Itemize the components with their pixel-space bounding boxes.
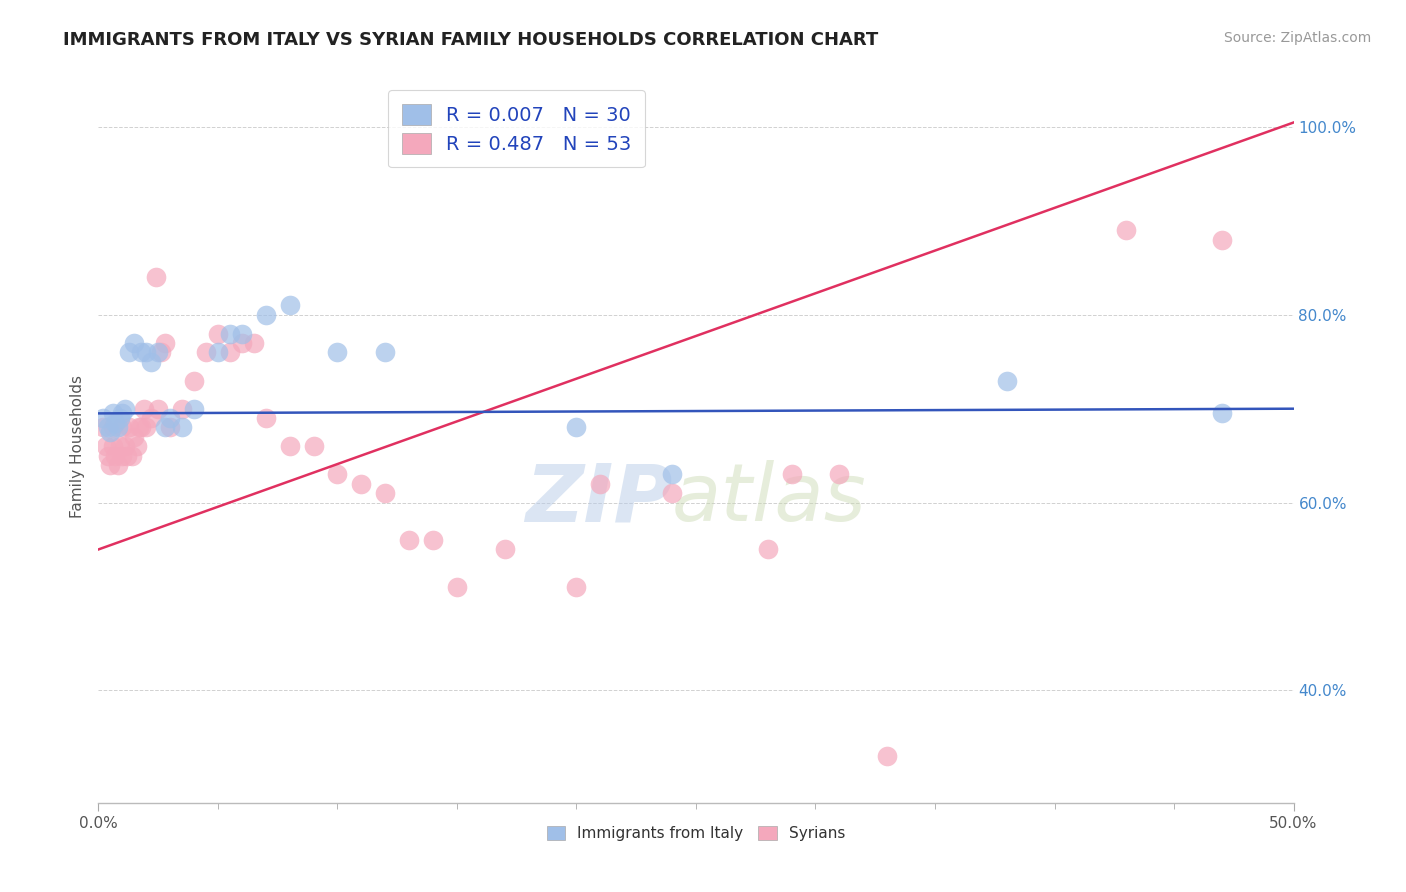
- Point: [446, 580, 468, 594]
- Point: [565, 580, 588, 594]
- Point: [326, 345, 349, 359]
- Point: [145, 270, 167, 285]
- Text: atlas: atlas: [672, 460, 868, 539]
- Point: [219, 345, 242, 359]
- Point: [111, 406, 134, 420]
- Point: [183, 401, 205, 416]
- Point: [98, 425, 122, 439]
- Point: [302, 439, 325, 453]
- Point: [107, 458, 129, 472]
- Point: [91, 411, 114, 425]
- Point: [114, 401, 136, 416]
- Point: [398, 533, 420, 547]
- Text: Source: ZipAtlas.com: Source: ZipAtlas.com: [1223, 31, 1371, 45]
- Point: [104, 416, 127, 430]
- Point: [195, 345, 218, 359]
- Point: [172, 420, 194, 434]
- Point: [131, 345, 153, 359]
- Point: [231, 326, 253, 341]
- Point: [159, 411, 181, 425]
- Point: [254, 411, 277, 425]
- Point: [494, 542, 516, 557]
- Point: [159, 420, 181, 434]
- Point: [1211, 233, 1233, 247]
- Point: [589, 476, 612, 491]
- Text: Family Households: Family Households: [70, 375, 84, 517]
- Point: [756, 542, 779, 557]
- Point: [91, 420, 114, 434]
- Point: [101, 439, 124, 453]
- Point: [326, 467, 349, 482]
- Point: [876, 748, 898, 763]
- Point: [125, 439, 148, 453]
- Point: [108, 439, 131, 453]
- Point: [131, 420, 153, 434]
- Point: [94, 439, 117, 453]
- Point: [97, 420, 120, 434]
- Text: ZIP: ZIP: [524, 460, 672, 539]
- Point: [97, 449, 120, 463]
- Point: [128, 420, 150, 434]
- Point: [114, 439, 136, 453]
- Point: [172, 401, 194, 416]
- Point: [207, 345, 229, 359]
- Point: [374, 486, 396, 500]
- Point: [124, 336, 146, 351]
- Point: [115, 449, 138, 463]
- Point: [139, 355, 162, 369]
- Point: [132, 401, 155, 416]
- Point: [828, 467, 851, 482]
- Point: [155, 336, 177, 351]
- Point: [1211, 406, 1233, 420]
- Point: [374, 345, 396, 359]
- Point: [231, 336, 253, 351]
- Point: [104, 449, 127, 463]
- Point: [111, 449, 134, 463]
- Point: [135, 420, 157, 434]
- Point: [278, 298, 301, 312]
- Point: [995, 374, 1018, 388]
- Point: [422, 533, 444, 547]
- Point: [1115, 223, 1137, 237]
- Point: [183, 374, 205, 388]
- Point: [350, 476, 373, 491]
- Point: [139, 411, 162, 425]
- Point: [118, 420, 141, 434]
- Point: [149, 345, 172, 359]
- Point: [148, 401, 170, 416]
- Point: [661, 467, 683, 482]
- Point: [108, 411, 131, 425]
- Point: [661, 486, 683, 500]
- Point: [207, 326, 229, 341]
- Point: [118, 345, 141, 359]
- Point: [780, 467, 803, 482]
- Point: [135, 345, 157, 359]
- Point: [121, 449, 143, 463]
- Legend: Immigrants from Italy, Syrians: Immigrants from Italy, Syrians: [540, 820, 852, 847]
- Point: [107, 420, 129, 434]
- Text: IMMIGRANTS FROM ITALY VS SYRIAN FAMILY HOUSEHOLDS CORRELATION CHART: IMMIGRANTS FROM ITALY VS SYRIAN FAMILY H…: [63, 31, 879, 49]
- Point: [101, 406, 124, 420]
- Point: [243, 336, 266, 351]
- Point: [124, 430, 146, 444]
- Point: [155, 420, 177, 434]
- Point: [254, 308, 277, 322]
- Point: [565, 420, 588, 434]
- Point: [278, 439, 301, 453]
- Point: [148, 345, 170, 359]
- Point: [98, 458, 122, 472]
- Point: [219, 326, 242, 341]
- Point: [111, 420, 134, 434]
- Point: [101, 420, 124, 434]
